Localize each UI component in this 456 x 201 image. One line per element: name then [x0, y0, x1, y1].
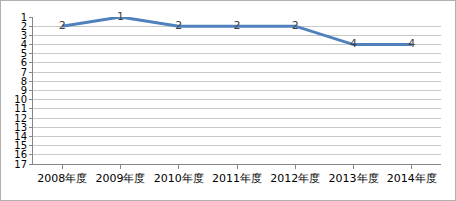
svg-text:14: 14 — [14, 131, 27, 142]
svg-text:2: 2 — [292, 19, 299, 32]
svg-text:15: 15 — [14, 140, 27, 151]
svg-text:11: 11 — [14, 103, 27, 114]
svg-text:2: 2 — [59, 19, 66, 32]
svg-text:6: 6 — [21, 57, 27, 68]
svg-text:16: 16 — [14, 149, 27, 160]
svg-text:2: 2 — [175, 19, 182, 32]
svg-text:3: 3 — [21, 30, 27, 41]
svg-text:4: 4 — [21, 39, 27, 50]
svg-text:2008年度: 2008年度 — [37, 172, 87, 185]
svg-text:17: 17 — [14, 159, 27, 170]
svg-text:10: 10 — [14, 94, 27, 105]
svg-text:1: 1 — [117, 10, 124, 23]
svg-text:2: 2 — [234, 19, 241, 32]
svg-text:8: 8 — [21, 76, 27, 87]
svg-text:2014年度: 2014年度 — [387, 172, 437, 185]
svg-text:2013年度: 2013年度 — [329, 172, 379, 185]
svg-text:13: 13 — [14, 122, 27, 133]
svg-text:5: 5 — [21, 48, 27, 59]
svg-text:4: 4 — [408, 37, 415, 50]
svg-text:4: 4 — [350, 37, 357, 50]
svg-text:2012年度: 2012年度 — [270, 172, 320, 185]
svg-text:7: 7 — [21, 67, 27, 78]
svg-text:2010年度: 2010年度 — [154, 172, 204, 185]
svg-text:1: 1 — [21, 12, 27, 23]
svg-text:2011年度: 2011年度 — [212, 172, 262, 185]
svg-text:2: 2 — [21, 21, 27, 32]
svg-text:12: 12 — [14, 113, 27, 124]
svg-text:9: 9 — [21, 85, 27, 96]
svg-text:2009年度: 2009年度 — [95, 172, 145, 185]
